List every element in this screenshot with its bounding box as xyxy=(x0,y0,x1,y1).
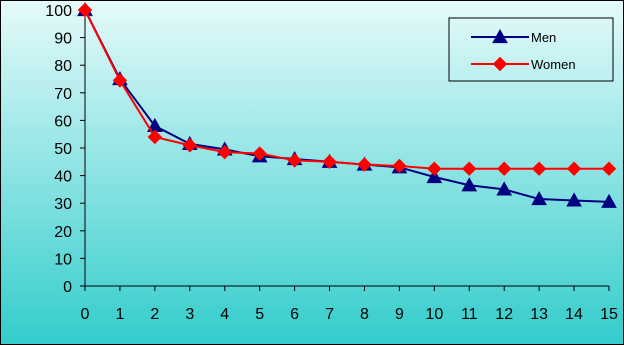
data-point-women xyxy=(322,154,337,170)
x-tick-label: 8 xyxy=(360,306,369,323)
series-women xyxy=(77,2,617,176)
data-point-women xyxy=(531,161,547,176)
y-tick-label: 10 xyxy=(54,251,72,268)
legend-marker-men xyxy=(492,28,508,44)
legend-label-women: Women xyxy=(531,57,576,72)
data-point-men xyxy=(461,177,478,192)
y-tick-label: 60 xyxy=(54,113,72,130)
x-tick-label: 2 xyxy=(150,306,159,323)
x-tick-label: 5 xyxy=(255,306,264,323)
x-tick-label: 14 xyxy=(565,306,583,323)
y-tick-label: 30 xyxy=(54,196,72,213)
data-point-women xyxy=(601,161,617,176)
data-point-women xyxy=(496,161,512,176)
data-point-men xyxy=(496,181,513,196)
x-tick-label: 1 xyxy=(115,306,124,323)
x-tick-label: 10 xyxy=(425,306,443,323)
data-point-men xyxy=(531,191,547,206)
data-point-men xyxy=(426,168,443,184)
data-point-women xyxy=(147,129,163,145)
y-tick-label: 50 xyxy=(54,141,72,158)
data-point-women xyxy=(357,157,372,172)
x-tick-label: 0 xyxy=(81,306,90,323)
x-tick-label: 4 xyxy=(220,306,229,323)
x-tick-label: 7 xyxy=(325,306,334,323)
data-point-women xyxy=(182,138,198,153)
y-tick-label: 80 xyxy=(54,58,72,75)
data-point-women xyxy=(392,158,407,174)
legend-label-men: Men xyxy=(531,30,556,45)
legend-marker-women xyxy=(492,56,508,72)
data-point-women xyxy=(252,146,267,161)
data-point-women xyxy=(77,2,93,18)
data-point-men xyxy=(566,192,582,207)
data-point-women xyxy=(287,153,302,168)
data-point-men xyxy=(601,193,617,208)
y-tick-label: 0 xyxy=(63,279,72,296)
series-layer xyxy=(77,1,617,208)
data-point-women xyxy=(112,73,128,88)
x-tick-label: 11 xyxy=(461,306,478,323)
legend-box xyxy=(448,17,614,82)
legend: Men Women xyxy=(448,17,614,82)
y-tick-label: 70 xyxy=(54,86,72,103)
data-point-women xyxy=(427,161,442,176)
legend-entry-men: Men xyxy=(471,28,556,45)
x-tick-label: 6 xyxy=(290,306,299,323)
y-tick-label: 100 xyxy=(45,3,72,20)
y-tick-label: 90 xyxy=(54,31,72,48)
x-tick-label: 12 xyxy=(495,306,513,323)
data-point-women xyxy=(462,161,477,176)
y-tick-label: 40 xyxy=(54,169,72,186)
y-tick-label: 20 xyxy=(54,224,72,241)
data-point-women xyxy=(217,144,232,160)
x-tick-label: 3 xyxy=(185,306,194,323)
x-tick-label: 13 xyxy=(530,306,548,323)
series-line-women xyxy=(84,9,609,170)
legend-entry-women: Women xyxy=(471,56,576,72)
x-tick-label: 9 xyxy=(395,306,404,323)
x-tick-label: 15 xyxy=(600,306,618,323)
data-point-women xyxy=(566,161,582,176)
